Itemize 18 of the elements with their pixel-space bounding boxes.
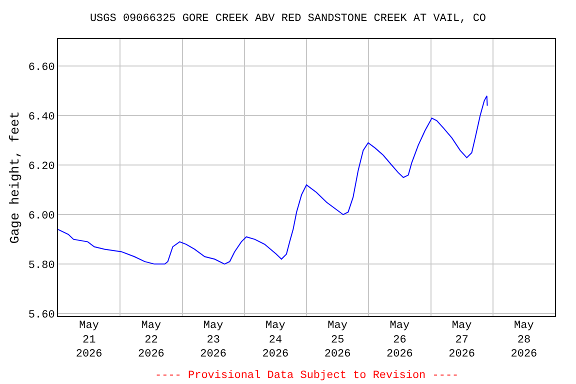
y-tick-label: 5.60 — [28, 309, 55, 322]
x-tick-label: May 24 2026 — [262, 320, 289, 361]
x-tick-label: May 21 2026 — [76, 320, 102, 361]
x-tick-label: May 23 2026 — [200, 320, 227, 361]
x-tick-label: May 25 2026 — [324, 320, 351, 361]
x-tick-label: May 26 2026 — [386, 320, 413, 361]
x-tick-label: May 27 2026 — [448, 320, 476, 361]
x-tick-label: May 22 2026 — [138, 320, 164, 361]
y-tick-label: 6.40 — [28, 112, 55, 124]
y-axis-title: Gage height, feet — [7, 111, 22, 244]
text: ---- Provisional Data Subject to Revision ---- — [155, 370, 459, 382]
y-tick-label: 6.60 — [28, 62, 55, 74]
line-series — [58, 95, 488, 265]
x-tick-label: May 28 2026 — [510, 320, 538, 361]
chart-title: USGS 09066325 GORE CREEK ABV RED SANDSTONE CREEK AT VAIL, CO — [90, 13, 486, 26]
y-tick-label: 6.00 — [28, 210, 55, 222]
y-tick-label: 6.20 — [28, 160, 55, 173]
y-tick-label: 5.80 — [28, 260, 55, 272]
